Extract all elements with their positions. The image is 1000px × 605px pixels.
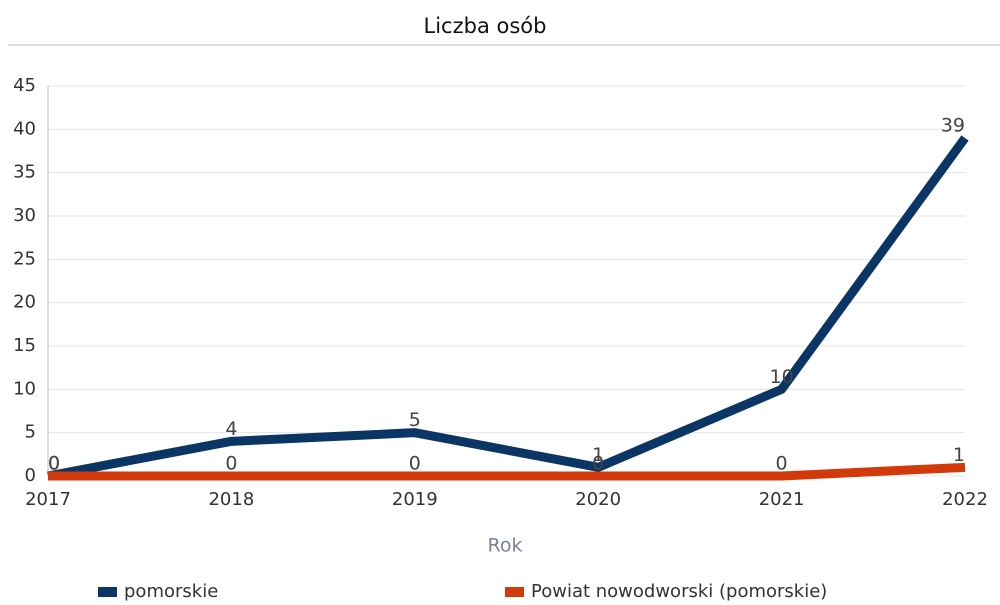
x-tick-label: 2018 [208, 489, 254, 510]
legend-label: pomorskie [124, 581, 218, 602]
data-label: 5 [409, 409, 421, 431]
data-label: 1 [592, 444, 604, 466]
y-tick-label: 45 [13, 75, 36, 96]
legend-swatch [98, 587, 117, 597]
data-label: 39 [941, 115, 965, 137]
y-tick-label: 5 [25, 422, 36, 443]
x-tick-label: 2021 [759, 489, 805, 510]
y-tick-label: 35 [13, 162, 36, 183]
data-label: 0 [225, 453, 237, 475]
legend-label: Powiat nowodworski (pomorskie) [531, 581, 827, 602]
chart-title: Liczba osób [424, 14, 547, 38]
x-axis-label: Rok [488, 535, 523, 557]
data-label: 0 [48, 453, 60, 475]
x-tick-label: 2019 [392, 489, 438, 510]
x-tick-label: 2022 [942, 489, 988, 510]
y-tick-label: 25 [13, 248, 36, 269]
y-tick-label: 40 [13, 118, 36, 139]
series-line [48, 462, 966, 481]
series-line [47, 135, 969, 481]
data-label: 4 [225, 418, 237, 440]
data-label: 0 [776, 453, 788, 475]
y-tick-label: 0 [25, 465, 36, 486]
data-label: 1 [953, 444, 965, 466]
data-label: 10 [770, 366, 794, 388]
data-label: 0 [409, 453, 421, 475]
y-tick-label: 15 [13, 335, 36, 356]
y-tick-label: 10 [13, 378, 36, 399]
y-tick-label: 20 [13, 292, 36, 313]
y-tick-label: 30 [13, 205, 36, 226]
x-tick-label: 2020 [575, 489, 621, 510]
x-tick-label: 2017 [25, 489, 71, 510]
data-label: 0 [48, 453, 60, 475]
legend-swatch [505, 587, 524, 597]
data-label: 0 [592, 453, 604, 475]
